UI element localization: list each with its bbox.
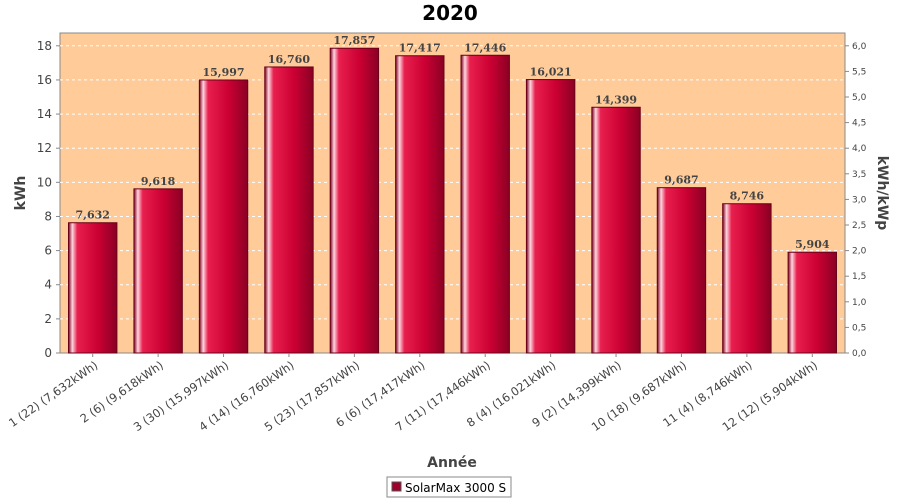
bar <box>591 106 641 354</box>
y2-tick-label: 2,5 <box>852 221 866 231</box>
y-axis-right: 0,0 0,5 1,0 1,5 2,0 2,5 3,0 3,5 4,0 4,5 5,0 5,5 6,0 <box>845 42 867 359</box>
y-tick-label: 2 <box>44 312 52 326</box>
bar-value-label: 5,904 <box>795 238 830 251</box>
bar-value-label: 14,399 <box>595 93 637 106</box>
bar <box>525 79 576 354</box>
chart-title: 2020 <box>422 1 478 25</box>
y-tick-label: 14 <box>37 107 52 121</box>
y2-tick-label: 4,0 <box>852 144 867 154</box>
bar-value-label: 9,687 <box>664 174 698 187</box>
bar-value-label: 16,760 <box>268 53 310 66</box>
bar-value-label: 17,417 <box>399 42 441 55</box>
y2-tick-label: 1,5 <box>852 272 866 282</box>
y-tick-label: 10 <box>37 175 52 189</box>
bar <box>460 54 510 354</box>
x-axis-categories: 1 (22) (7,632kWh)2 (6) (9,618kWh)3 (30) … <box>6 353 820 434</box>
y2-tick-label: 2,0 <box>852 247 867 257</box>
y-tick-label: 4 <box>44 278 52 292</box>
bars <box>68 47 837 354</box>
bar <box>656 187 707 354</box>
bar-value-label: 15,997 <box>202 66 244 79</box>
data-labels: 7,632 9,618 15,997 16,760 17,857 17,417 17,446… <box>75 34 829 251</box>
bar <box>395 55 445 354</box>
y-tick-label: 16 <box>37 73 52 87</box>
y2-tick-label: 0,0 <box>852 349 867 359</box>
y2-tick-label: 4,5 <box>852 119 866 129</box>
grid-lines <box>60 45 845 320</box>
bar <box>329 47 380 354</box>
y2-tick-label: 6,0 <box>852 42 867 52</box>
y-tick-label: 0 <box>44 346 52 360</box>
y2-tick-label: 1,0 <box>852 298 867 308</box>
bar <box>722 203 772 354</box>
y-tick-label: 6 <box>44 244 52 258</box>
y2-tick-label: 5,0 <box>852 93 867 103</box>
y-axis-label: kWh <box>13 176 29 211</box>
y2-tick-label: 3,0 <box>852 195 867 205</box>
bar-value-label: 7,632 <box>75 209 109 222</box>
y-axis-left: 0 2 4 6 8 10 12 14 16 18 <box>37 39 60 360</box>
bar <box>133 188 183 354</box>
bar <box>264 66 314 354</box>
bar-value-label: 9,618 <box>141 175 176 188</box>
bar <box>787 251 837 354</box>
bar <box>198 79 249 354</box>
legend-box <box>386 476 512 498</box>
bar <box>68 222 118 354</box>
legend-label: SolarMax 3000 S <box>405 481 506 495</box>
y2-tick-label: 3,5 <box>852 170 866 180</box>
bar-value-label: 17,857 <box>333 34 375 47</box>
y-tick-label: 8 <box>44 209 52 223</box>
y2-tick-label: 5,5 <box>852 67 866 77</box>
bar-value-label: 16,021 <box>530 66 572 79</box>
plot-area <box>59 32 846 354</box>
y-tick-label: 18 <box>37 39 52 53</box>
y-tick-label: 12 <box>37 141 52 155</box>
x-axis-label: Année <box>427 455 477 471</box>
bar-value-label: 17,446 <box>464 41 506 54</box>
legend-swatch <box>391 481 402 492</box>
legend: SolarMax 3000 S <box>386 476 512 498</box>
y2-axis-label: kWh/kWp <box>874 156 890 231</box>
bar-value-label: 8,746 <box>730 190 765 203</box>
y2-tick-label: 0,5 <box>852 323 866 333</box>
